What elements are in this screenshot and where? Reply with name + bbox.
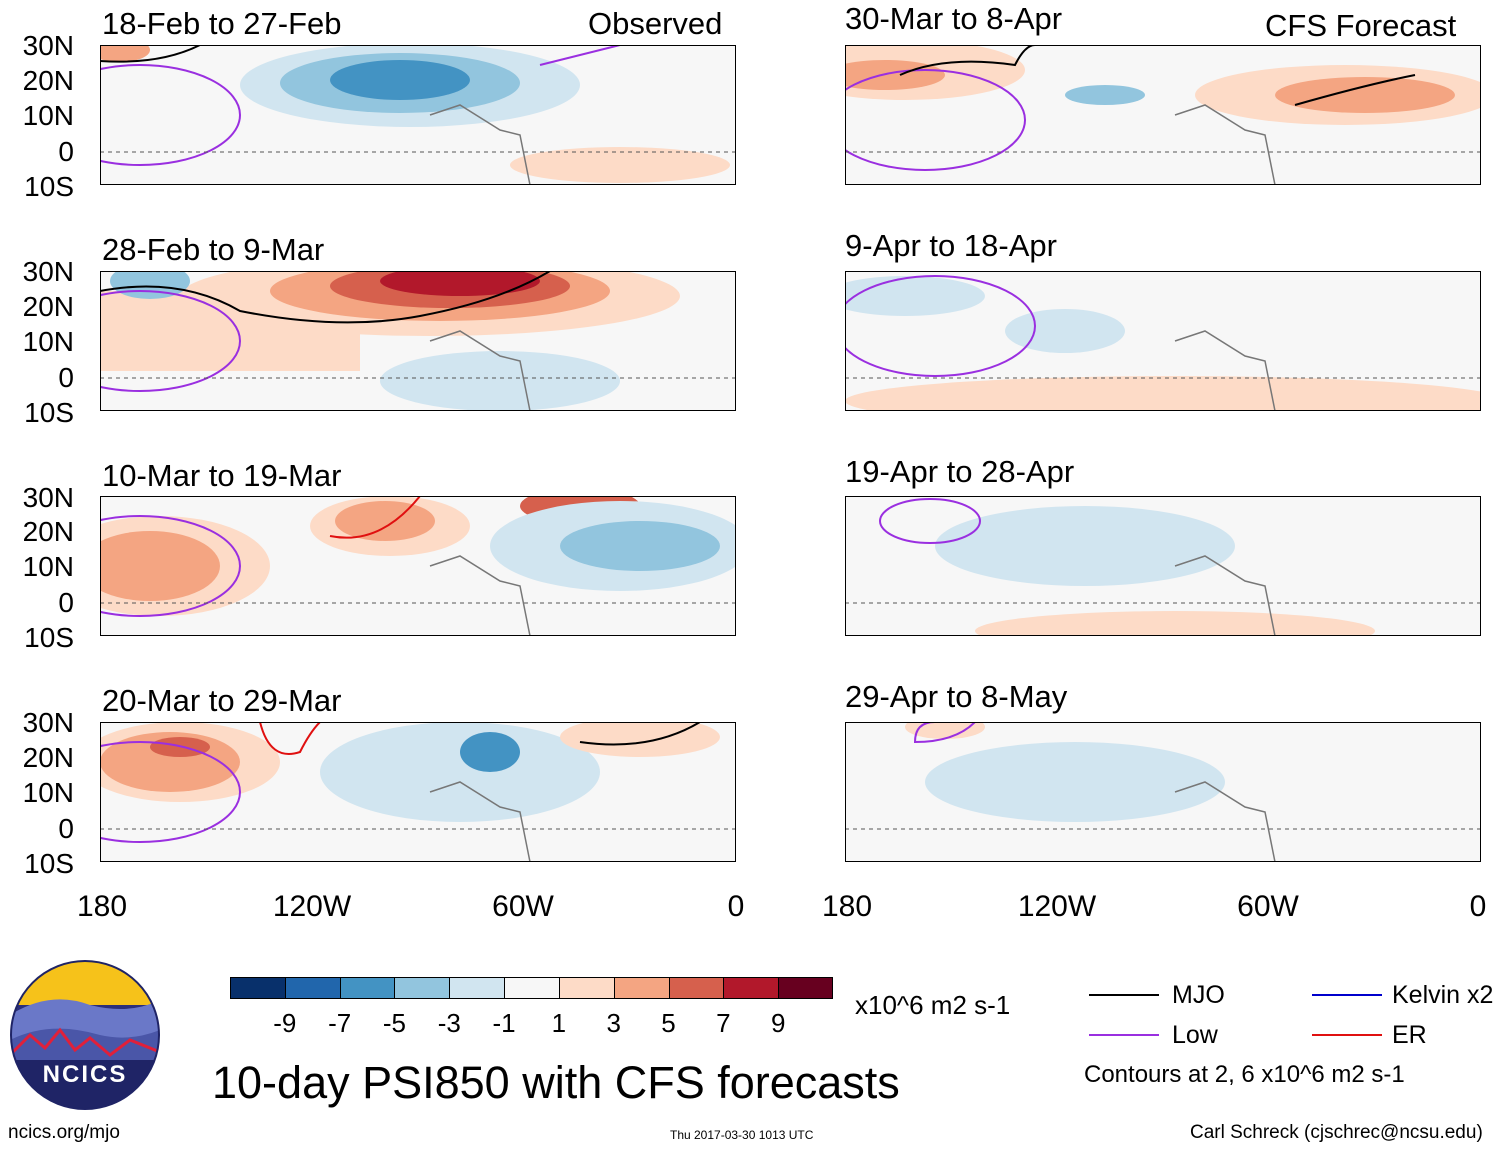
y-tick: 10S bbox=[24, 848, 74, 879]
colorbar-swatch bbox=[668, 977, 724, 999]
legend-label-er: ER bbox=[1392, 1021, 1427, 1049]
map-panel-5 bbox=[845, 45, 1481, 185]
y-tick: 10N bbox=[22, 100, 74, 131]
legend-line-low bbox=[1089, 1034, 1159, 1036]
legend-label-low: Low bbox=[1172, 1021, 1218, 1049]
y-tick: 30N bbox=[22, 707, 74, 738]
y-tick: 30N bbox=[22, 256, 74, 287]
colorbar-swatch bbox=[778, 977, 833, 999]
forecast-label: CFS Forecast bbox=[1265, 8, 1457, 43]
map-panel-6 bbox=[845, 271, 1481, 411]
y-tick: 20N bbox=[22, 516, 74, 547]
colorbar-tick-label: 3 bbox=[606, 1008, 621, 1038]
colorbar-tick-label: 9 bbox=[770, 1008, 786, 1038]
colorbar-swatch bbox=[339, 977, 395, 999]
x-tick: 0 bbox=[727, 890, 745, 923]
legend-line-kelvin bbox=[1312, 994, 1382, 996]
footer-url: ncics.org/mjo bbox=[8, 1122, 120, 1143]
colorbar-swatch bbox=[504, 977, 559, 999]
y-tick: 30N bbox=[22, 482, 74, 513]
footer-timestamp: Thu 2017-03-30 1013 UTC bbox=[670, 1128, 814, 1142]
y-tick: 20N bbox=[22, 65, 74, 96]
x-tick: 120W bbox=[1017, 890, 1097, 923]
colorbar-tick-label: -5 bbox=[382, 1008, 407, 1038]
footer-author: Carl Schreck (cjschrec@ncsu.edu) bbox=[1190, 1122, 1483, 1143]
colorbar-swatch bbox=[558, 977, 614, 999]
panel-title-2: 28-Feb to 9-Mar bbox=[102, 232, 325, 267]
colorbar-swatch bbox=[394, 977, 450, 999]
map-panel-4 bbox=[100, 722, 736, 862]
panel-title-7: 19-Apr to 28-Apr bbox=[845, 454, 1075, 489]
colorbar-tick-label: -1 bbox=[492, 1008, 516, 1038]
panel-title-6: 9-Apr to 18-Apr bbox=[845, 228, 1057, 263]
colorbar-swatch bbox=[449, 977, 505, 999]
legend-label-mjo: MJO bbox=[1172, 981, 1225, 1009]
colorbar-swatch bbox=[613, 977, 669, 999]
y-tick: 10N bbox=[22, 326, 74, 357]
y-tick: 20N bbox=[22, 742, 74, 773]
y-tick: 0 bbox=[58, 813, 74, 844]
colorbar-swatch bbox=[723, 977, 779, 999]
logo-text: NCICS bbox=[42, 1061, 128, 1088]
colorbar-units: x10^6 m2 s-1 bbox=[855, 990, 1011, 1020]
x-tick: 0 bbox=[1469, 890, 1487, 923]
y-tick: 10N bbox=[22, 551, 74, 582]
panel-title-4: 20-Mar to 29-Mar bbox=[102, 683, 342, 718]
colorbar-tick-label: -7 bbox=[328, 1008, 352, 1038]
colorbar-tick-label: 7 bbox=[716, 1008, 731, 1038]
map-panel-7 bbox=[845, 496, 1481, 636]
colorbar-tick-label: -3 bbox=[437, 1008, 461, 1038]
panel-title-1: 18-Feb to 27-Feb bbox=[102, 6, 342, 41]
legend-line-mjo bbox=[1089, 994, 1159, 996]
map-panel-1 bbox=[100, 45, 736, 185]
panel-title-3: 10-Mar to 19-Mar bbox=[102, 458, 342, 493]
legend-line-er bbox=[1312, 1034, 1382, 1036]
y-tick: 30N bbox=[22, 30, 74, 61]
colorbar-tick-label: -9 bbox=[273, 1008, 297, 1038]
y-tick: 10N bbox=[22, 777, 74, 808]
panel-title-5: 30-Mar to 8-Apr bbox=[845, 1, 1063, 36]
x-tick: 120W bbox=[272, 890, 352, 923]
colorbar-outline bbox=[230, 977, 833, 999]
colorbar-swatch bbox=[284, 977, 340, 999]
map-panel-3 bbox=[100, 496, 736, 636]
y-tick: 0 bbox=[58, 136, 74, 167]
y-tick: 0 bbox=[58, 362, 74, 393]
legend-note: Contours at 2, 6 x10^6 m2 s-1 bbox=[1084, 1061, 1405, 1088]
x-tick: 60W bbox=[492, 890, 554, 923]
y-tick: 10S bbox=[24, 171, 74, 202]
x-tick: 60W bbox=[1237, 890, 1299, 923]
y-tick: 10S bbox=[24, 397, 74, 428]
colorbar-tick-label: 1 bbox=[551, 1008, 567, 1038]
y-tick: 20N bbox=[22, 291, 74, 322]
y-tick: 0 bbox=[58, 587, 74, 618]
y-tick: 10S bbox=[24, 622, 74, 653]
ncics-logo bbox=[10, 960, 160, 1110]
colorbar-tick-label: 5 bbox=[661, 1008, 676, 1038]
map-panel-2 bbox=[100, 271, 736, 411]
x-tick: 180 bbox=[821, 890, 873, 923]
main-title: 10-day PSI850 with CFS forecasts bbox=[212, 1057, 900, 1108]
legend-label-kelvin: Kelvin x2 bbox=[1392, 981, 1494, 1009]
x-tick: 180 bbox=[76, 890, 128, 923]
map-panel-8 bbox=[845, 722, 1481, 862]
panel-title-8: 29-Apr to 8-May bbox=[845, 679, 1068, 714]
observed-label: Observed bbox=[588, 6, 723, 41]
